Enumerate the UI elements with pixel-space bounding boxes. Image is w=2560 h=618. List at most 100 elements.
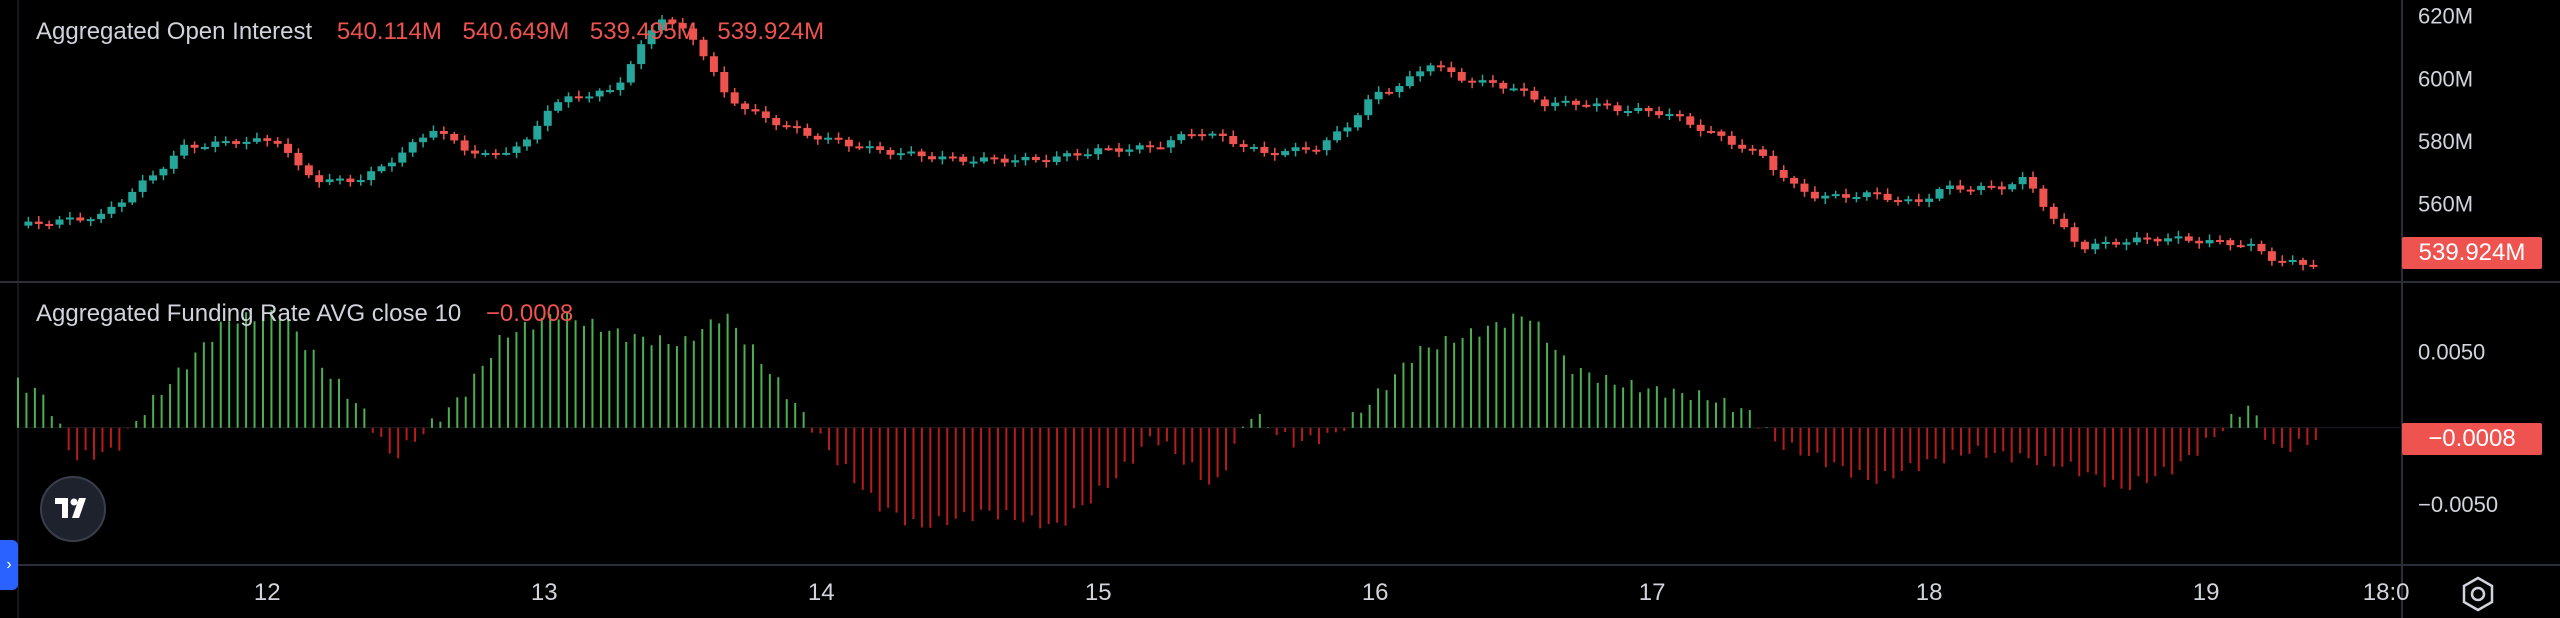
candle-body — [2070, 227, 2079, 242]
candle-body — [678, 23, 687, 29]
candle-body — [1187, 134, 1196, 137]
candle-body — [1021, 156, 1030, 161]
candle-body — [1738, 144, 1747, 149]
candle-body — [263, 138, 272, 141]
candle-body — [585, 96, 594, 99]
candle-body — [855, 146, 864, 149]
candle-body — [1540, 99, 1549, 107]
candle-body — [1769, 155, 1778, 171]
candle-body — [1198, 134, 1207, 137]
candle-body — [117, 202, 126, 207]
candle-body — [2112, 241, 2121, 245]
settings-icon[interactable] — [2458, 574, 2498, 614]
candle-body — [1281, 151, 1290, 156]
candle-body — [1592, 103, 1601, 107]
candle-body — [886, 150, 895, 155]
candle-body — [55, 219, 64, 225]
candle-body — [1748, 148, 1757, 151]
candle-body — [1146, 145, 1155, 148]
candle-body — [792, 126, 801, 129]
candle-body — [1862, 192, 1871, 198]
candle-body — [2101, 241, 2110, 244]
oi-y-tick-label: 620M — [2418, 4, 2473, 29]
candle-body — [2257, 243, 2266, 252]
oi-y-tick-label: 560M — [2418, 192, 2473, 217]
candle-body — [2060, 218, 2069, 228]
candle-body — [76, 217, 85, 221]
candle-body — [335, 178, 344, 181]
candle-body — [1218, 133, 1227, 137]
candle-body — [1831, 194, 1840, 197]
candle-body — [1114, 148, 1123, 152]
candle-body — [761, 111, 770, 118]
candle-body — [1312, 149, 1321, 152]
candle-body — [65, 217, 74, 220]
candle-body — [1758, 149, 1767, 156]
fr-y-tick-label: 0.0050 — [2418, 340, 2485, 365]
candle-body — [928, 156, 937, 160]
candle-body — [647, 30, 656, 45]
candle-body — [1405, 76, 1414, 87]
candle-body — [1914, 199, 1923, 202]
candle-body — [595, 90, 604, 97]
candle-body — [803, 127, 812, 136]
candle-body — [325, 179, 334, 183]
candle-body — [45, 223, 54, 226]
tradingview-logo-icon[interactable] — [40, 476, 106, 542]
candle-body — [1436, 65, 1445, 68]
candle-body — [2278, 260, 2287, 263]
candle-body — [979, 157, 988, 162]
oi-last-price-tag: 539.924M — [2402, 237, 2542, 269]
candle-body — [1530, 90, 1539, 100]
candle-body — [1987, 185, 1996, 188]
candle-body — [1260, 146, 1269, 153]
candle-body — [865, 146, 874, 149]
candle-body — [1104, 148, 1113, 151]
candle-body — [502, 152, 511, 155]
candle-body — [2091, 243, 2100, 250]
candle-body — [2122, 242, 2131, 245]
candle-body — [460, 140, 469, 151]
candle-body — [1457, 72, 1466, 81]
candle-body — [626, 64, 635, 83]
candle-body — [616, 82, 625, 91]
candle-body — [1499, 82, 1508, 89]
candle-body — [2215, 240, 2224, 243]
candle-body — [1031, 156, 1040, 161]
candle-body — [2236, 245, 2245, 248]
candle-body — [1270, 152, 1279, 156]
candle-body — [1945, 185, 1954, 190]
chevron-right-icon[interactable]: › — [0, 540, 18, 590]
candle-body — [1385, 91, 1394, 94]
candle-body — [2288, 259, 2297, 262]
candle-body — [1426, 65, 1435, 72]
candle-body — [1977, 185, 1986, 191]
candle-body — [2008, 184, 2017, 190]
candle-body — [1883, 193, 1892, 201]
fr-last-value-tag: −0.0008 — [2402, 423, 2542, 455]
candle-body — [512, 146, 521, 153]
candle-body — [242, 141, 251, 144]
candle-body — [1707, 130, 1716, 133]
candle-body — [948, 156, 957, 159]
candle-body — [1582, 104, 1591, 107]
candle-body — [1083, 154, 1092, 157]
candle-body — [1613, 105, 1622, 112]
candle-body — [1665, 114, 1674, 117]
candle-body — [1551, 102, 1560, 107]
x-tick-label: 13 — [531, 579, 558, 606]
candle-body — [1374, 91, 1383, 100]
candle-body — [959, 156, 968, 162]
candle-body — [1634, 107, 1643, 112]
axes: 620M 600M 580M 560M 0.0050 −0.0050 12 13 14 15 16 1… — [254, 4, 2498, 606]
candle-body — [429, 130, 438, 138]
candle-body — [1447, 67, 1456, 73]
candle-body — [1842, 194, 1851, 198]
candle-body — [657, 19, 666, 31]
candle-body — [294, 152, 303, 166]
candle-body — [1852, 197, 1861, 200]
candle-body — [1364, 99, 1373, 116]
candle-body — [1073, 153, 1082, 156]
